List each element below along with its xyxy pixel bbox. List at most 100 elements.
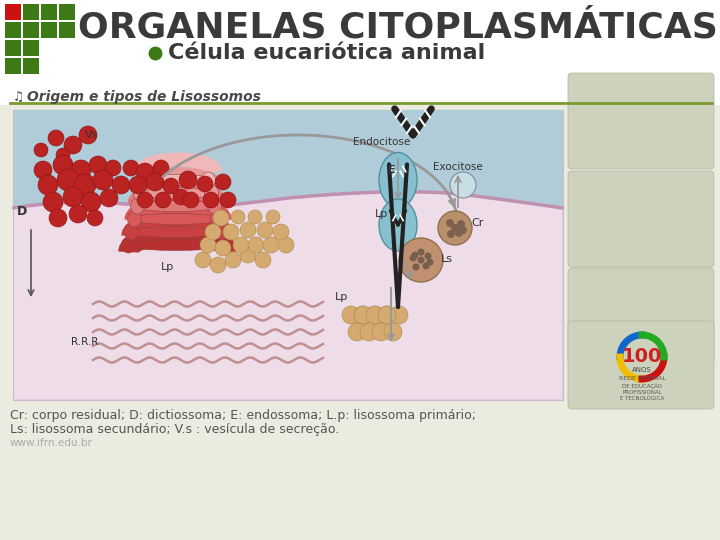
Text: Cr: corpo residual; D: dictiossoma; E: endossoma; L.p: lisossoma primário;: Cr: corpo residual; D: dictiossoma; E: e… <box>10 409 476 422</box>
Circle shape <box>43 192 63 212</box>
Circle shape <box>378 306 396 324</box>
Circle shape <box>197 176 213 192</box>
Circle shape <box>384 323 402 341</box>
Circle shape <box>378 306 396 324</box>
Ellipse shape <box>133 185 148 201</box>
Bar <box>5 4 21 20</box>
Circle shape <box>273 224 289 240</box>
Circle shape <box>213 210 229 226</box>
Ellipse shape <box>202 172 215 188</box>
Circle shape <box>49 209 67 227</box>
Circle shape <box>74 174 96 196</box>
Circle shape <box>34 143 48 157</box>
Text: Ls: Ls <box>441 254 453 264</box>
Ellipse shape <box>379 199 417 251</box>
Circle shape <box>123 160 139 176</box>
Circle shape <box>372 323 390 341</box>
Circle shape <box>447 230 455 238</box>
Circle shape <box>418 256 425 264</box>
Text: R.R.R: R.R.R <box>71 337 99 347</box>
Bar <box>23 22 39 38</box>
Circle shape <box>81 192 101 212</box>
Circle shape <box>57 169 79 191</box>
Circle shape <box>48 130 64 146</box>
Bar <box>13 110 563 400</box>
Circle shape <box>215 174 231 190</box>
Circle shape <box>87 210 103 226</box>
Circle shape <box>153 160 169 176</box>
Circle shape <box>64 136 82 154</box>
Circle shape <box>255 252 271 268</box>
Ellipse shape <box>135 187 217 199</box>
Circle shape <box>457 220 465 228</box>
Text: www.ifrn.edu.br: www.ifrn.edu.br <box>10 438 93 448</box>
Ellipse shape <box>207 198 222 214</box>
Text: Lp: Lp <box>335 292 348 302</box>
Circle shape <box>233 237 249 253</box>
Ellipse shape <box>130 198 145 214</box>
Ellipse shape <box>122 237 135 253</box>
Text: ANOS: ANOS <box>632 367 652 373</box>
Circle shape <box>248 210 262 224</box>
Circle shape <box>231 210 245 224</box>
Circle shape <box>450 172 476 198</box>
Ellipse shape <box>214 224 228 240</box>
Text: DE EDUCAÇÃO: DE EDUCAÇÃO <box>622 383 662 389</box>
Circle shape <box>146 173 164 191</box>
Circle shape <box>446 219 454 227</box>
Circle shape <box>69 205 87 223</box>
Circle shape <box>93 170 113 190</box>
FancyBboxPatch shape <box>568 171 714 267</box>
Bar <box>14 111 562 208</box>
Text: Vs: Vs <box>85 130 99 140</box>
Circle shape <box>278 237 294 253</box>
Text: Lp: Lp <box>161 262 174 272</box>
Circle shape <box>248 237 264 253</box>
Circle shape <box>455 229 463 237</box>
Ellipse shape <box>379 152 417 207</box>
Text: Célula eucariótica animal: Célula eucariótica animal <box>168 43 485 63</box>
Text: Exocitose: Exocitose <box>433 162 482 172</box>
Text: D: D <box>17 205 27 218</box>
Circle shape <box>390 306 408 324</box>
Circle shape <box>200 237 216 253</box>
Circle shape <box>410 254 416 261</box>
Circle shape <box>56 148 70 162</box>
Circle shape <box>418 248 425 255</box>
Circle shape <box>34 161 52 179</box>
Bar <box>23 40 39 56</box>
Text: E: E <box>388 165 395 175</box>
Circle shape <box>257 222 273 238</box>
Circle shape <box>173 189 189 205</box>
FancyBboxPatch shape <box>568 73 714 169</box>
Circle shape <box>137 192 153 208</box>
Circle shape <box>399 238 443 282</box>
Circle shape <box>240 222 256 238</box>
Text: 100: 100 <box>622 348 662 367</box>
Circle shape <box>366 306 384 324</box>
Bar <box>5 22 21 38</box>
Circle shape <box>136 163 154 181</box>
Circle shape <box>112 176 130 194</box>
Circle shape <box>53 155 73 175</box>
Circle shape <box>266 210 280 224</box>
Circle shape <box>240 247 256 263</box>
Ellipse shape <box>124 240 228 251</box>
Circle shape <box>38 175 58 195</box>
Bar <box>5 40 21 56</box>
Ellipse shape <box>127 226 225 238</box>
Text: Origem e tipos de Lisossomos: Origem e tipos de Lisossomos <box>27 90 261 104</box>
Bar <box>0 0 720 105</box>
Circle shape <box>220 192 236 208</box>
Text: PROFISSIONAL: PROFISSIONAL <box>622 389 662 395</box>
Circle shape <box>438 211 472 245</box>
Text: Cr: Cr <box>471 218 483 228</box>
Ellipse shape <box>204 185 218 201</box>
Circle shape <box>210 257 226 273</box>
Text: Ls: lisossoma secundário; V.s : vesícula de secreção.: Ls: lisossoma secundário; V.s : vesícula… <box>10 423 339 436</box>
Text: Lp: Lp <box>375 209 388 219</box>
Ellipse shape <box>217 237 230 253</box>
Ellipse shape <box>127 211 142 227</box>
Circle shape <box>195 252 211 268</box>
Text: ORGANELAS CITOPLASMÁTICAS: ORGANELAS CITOPLASMÁTICAS <box>78 11 718 45</box>
